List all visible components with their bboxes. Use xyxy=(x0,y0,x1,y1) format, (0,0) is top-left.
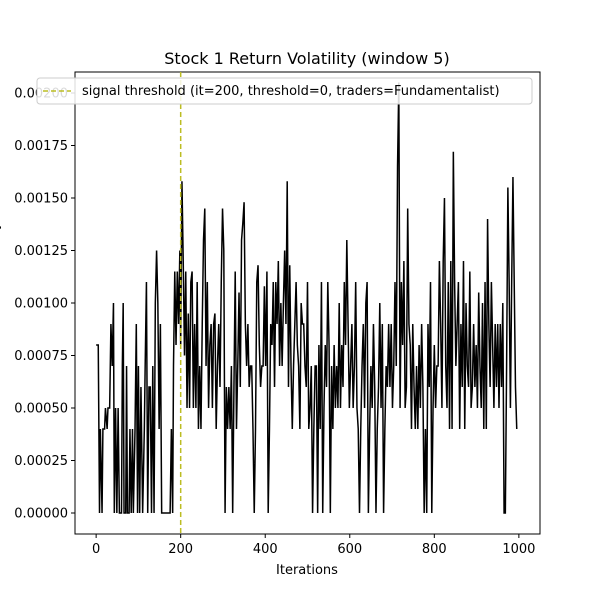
legend: signal threshold (it=200, threshold=0, t… xyxy=(36,77,533,105)
series-layer xyxy=(96,82,518,514)
y-tick-label: 0.00000 xyxy=(14,507,68,522)
y-tick-label: 0.00075 xyxy=(14,349,68,364)
x-tick-label: 400 xyxy=(253,542,278,557)
y-tick-label: 0.00050 xyxy=(14,402,68,417)
x-axis: 0 200 400 600 800 1000 xyxy=(92,534,535,557)
y-tick-label: 0.00175 xyxy=(14,139,68,154)
legend-threshold-label: signal threshold (it=200, threshold=0, t… xyxy=(82,84,500,99)
x-tick-label: 200 xyxy=(168,542,193,557)
series-line xyxy=(96,82,518,514)
y-axis: 0.00000 0.00025 0.00050 0.00075 0.00100 0.001… xyxy=(14,87,75,522)
x-tick-label: 1000 xyxy=(502,542,535,557)
legend-box xyxy=(36,77,533,105)
y-tick-label: 0.00125 xyxy=(14,244,68,259)
x-axis-label: Iterations xyxy=(276,563,338,578)
x-tick-label: 0 xyxy=(92,542,100,557)
x-tick-label: 600 xyxy=(337,542,362,557)
y-tick-label: 0.00150 xyxy=(14,192,68,207)
chart-title: Stock 1 Return Volatility (window 5) xyxy=(164,49,449,68)
x-tick-label: 800 xyxy=(422,542,447,557)
y-axis-label: Volatility xyxy=(0,222,2,278)
y-tick-label: 0.00100 xyxy=(14,297,68,312)
y-tick-label: 0.00025 xyxy=(14,454,68,469)
